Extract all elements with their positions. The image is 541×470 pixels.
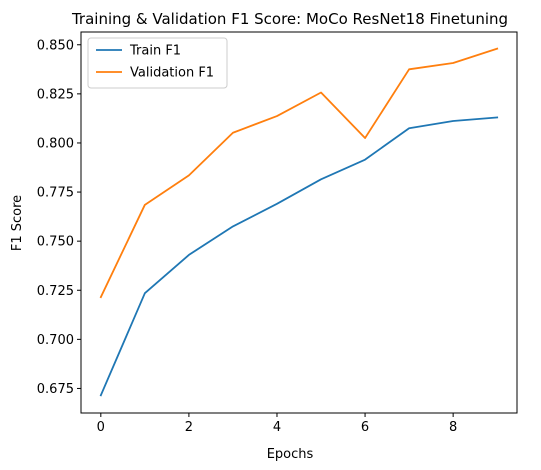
y-tick-label: 0.725 — [37, 284, 74, 299]
y-tick-label: 0.700 — [37, 333, 74, 348]
x-tick-label: 8 — [449, 420, 457, 435]
x-tick-label: 2 — [185, 420, 193, 435]
y-tick-label: 0.825 — [37, 87, 74, 102]
series-line-train — [99, 116, 499, 397]
y-tick-label: 0.775 — [37, 186, 74, 201]
y-tick-label: 0.800 — [37, 136, 74, 151]
legend-entry: Validation F1 — [130, 66, 214, 81]
y-axis-label: F1 Score — [10, 195, 25, 251]
legend-entry: Train F1 — [129, 44, 181, 59]
legend: Train F1 Validation F1 — [87, 37, 228, 89]
chart-title: Training & Validation F1 Score: MoCo Res… — [71, 10, 508, 28]
plot-area: 0 2 4 6 8 0.675 0.700 0.725 0.750 0.775 0.800 0.825… — [37, 31, 518, 435]
x-axis-label: Epochs — [267, 447, 314, 462]
y-tick-label: 0.750 — [37, 235, 74, 250]
axes-frame — [80, 31, 518, 414]
x-tick-label: 0 — [97, 420, 105, 435]
legend-box — [87, 37, 228, 89]
y-tick-label: 0.675 — [37, 382, 74, 397]
x-tick-label: 6 — [361, 420, 369, 435]
y-tick-label: 0.850 — [37, 38, 74, 53]
x-tick-label: 4 — [273, 420, 281, 435]
series-line-validation — [99, 47, 499, 299]
